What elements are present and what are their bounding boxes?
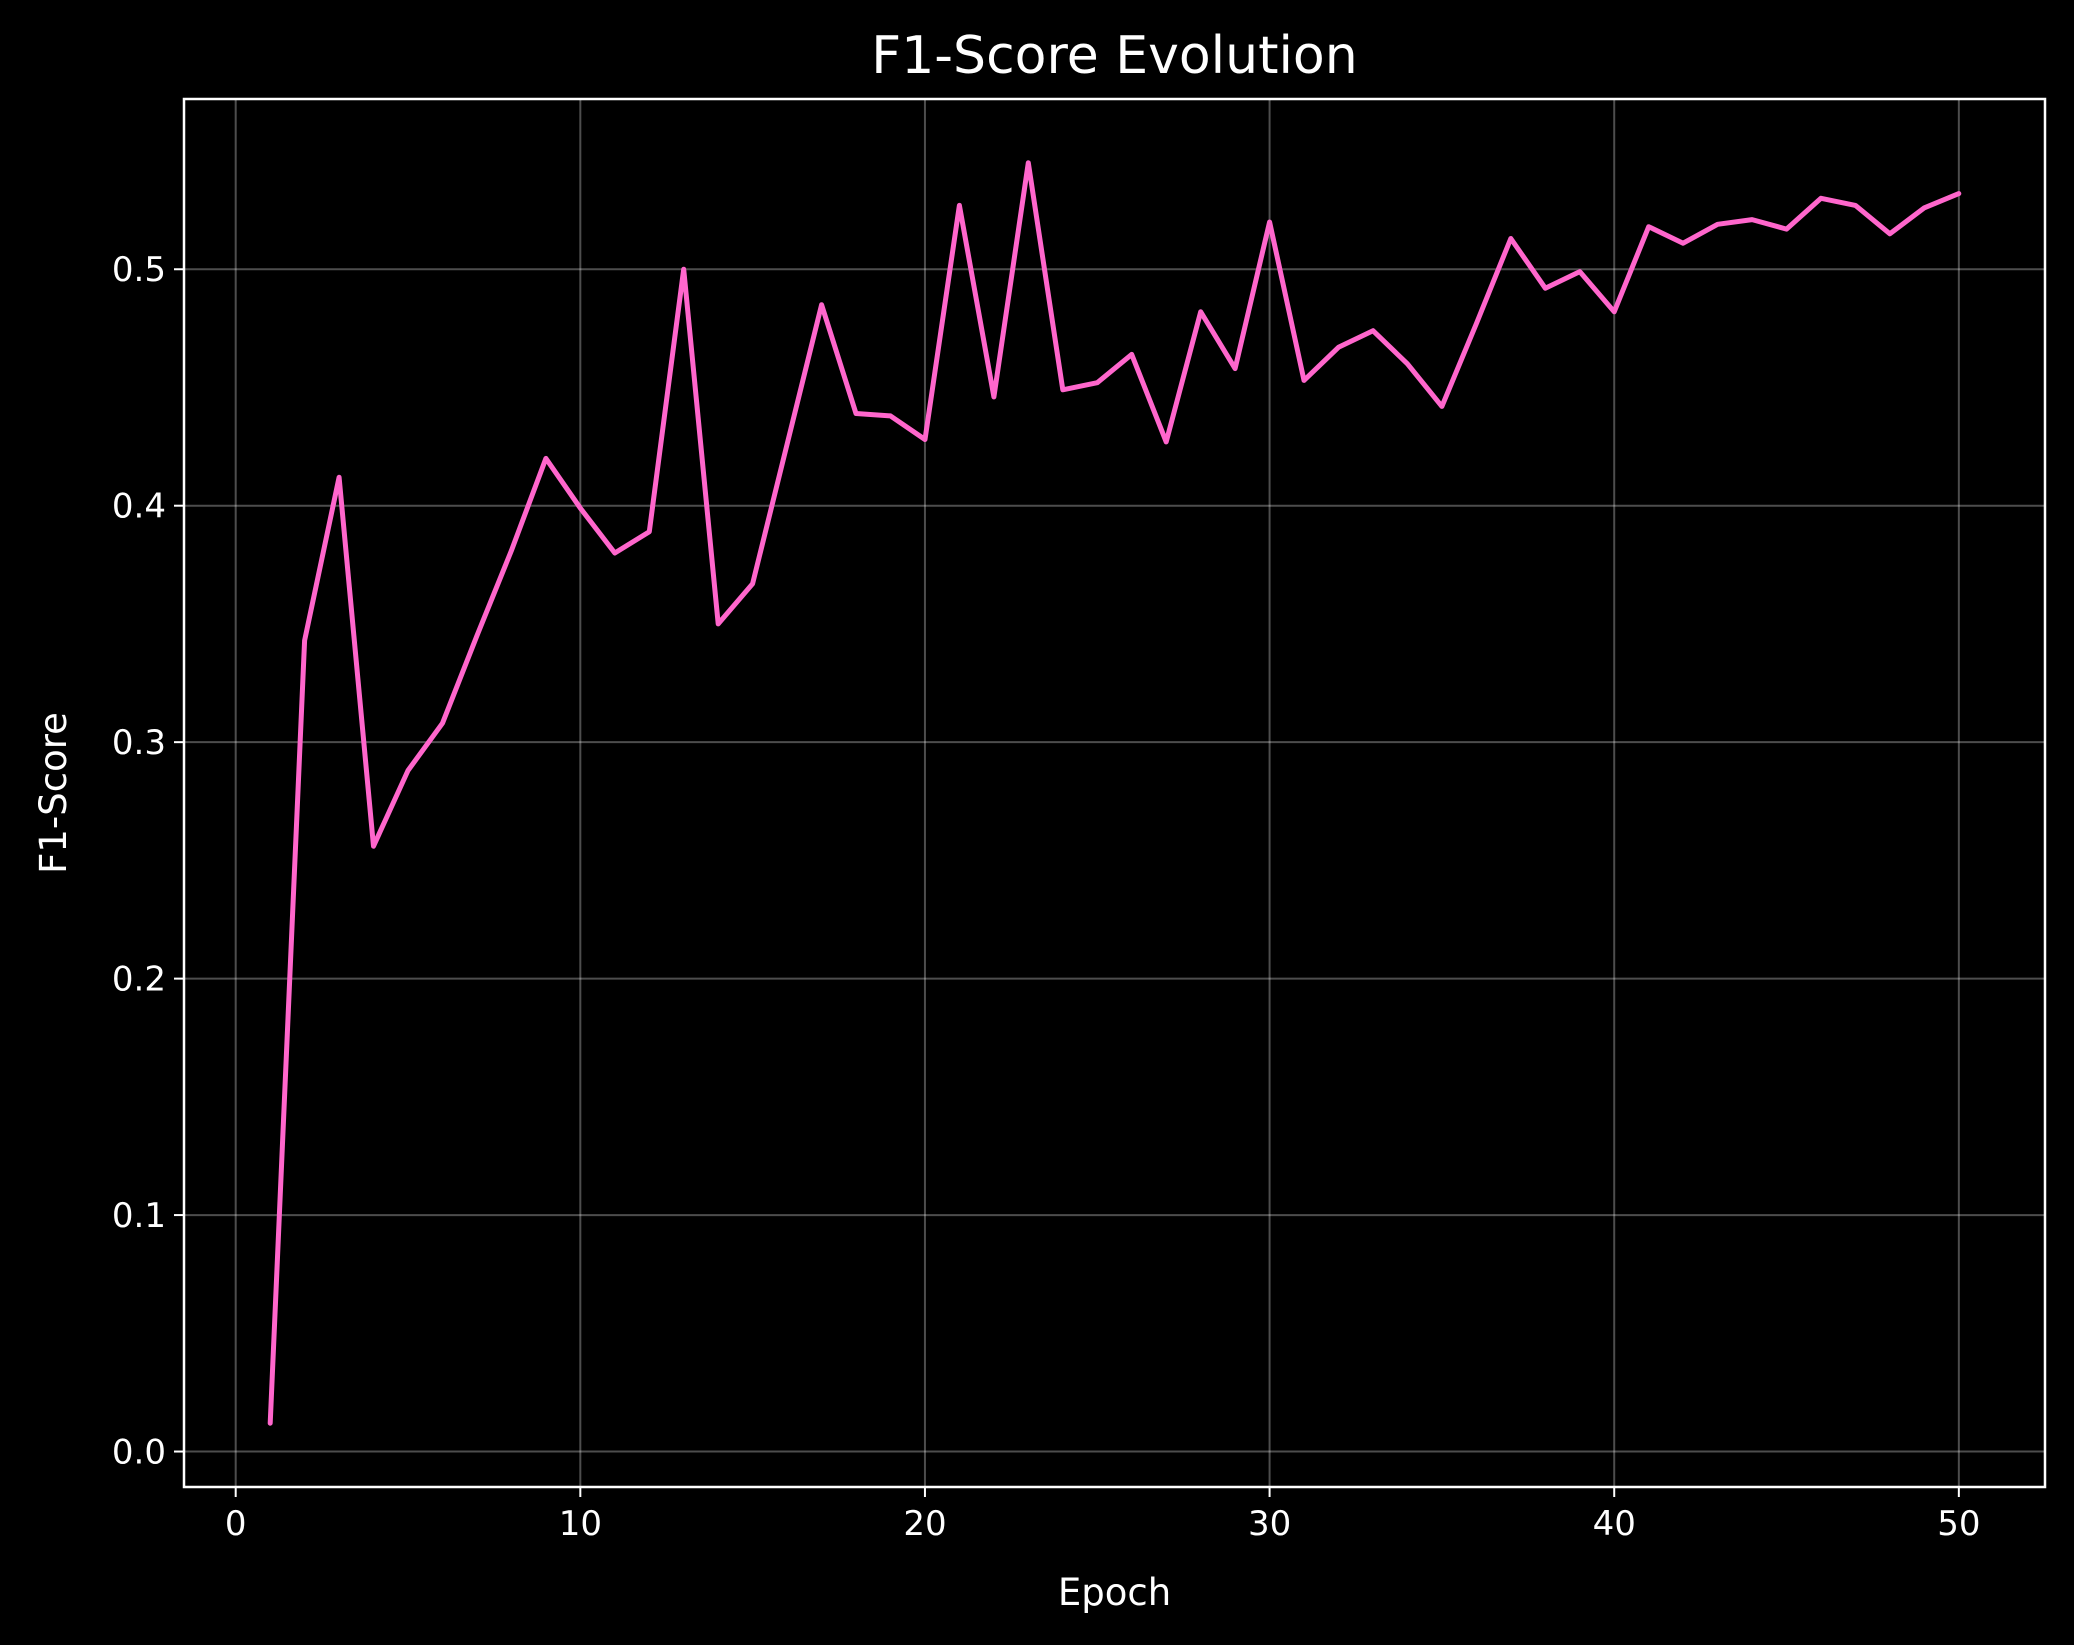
plot-frame: [182, 97, 2047, 1489]
y-tick-label: 0.4: [112, 487, 166, 527]
y-tick-label: 0.5: [112, 250, 166, 290]
x-tick-label: 50: [1937, 1504, 1980, 1544]
x-tick-label: 30: [1248, 1504, 1291, 1544]
y-tick-label: 0.0: [112, 1433, 166, 1473]
y-axis-label: F1-Score: [32, 712, 75, 874]
chart-title: F1-Score Evolution: [871, 26, 1357, 86]
y-tick-label: 0.1: [112, 1196, 166, 1236]
f1-score-line: [267, 160, 1962, 1426]
x-tick-label: 20: [903, 1504, 946, 1544]
y-tick-label: 0.2: [112, 960, 166, 1000]
y-tick-label: 0.3: [112, 723, 166, 763]
grid: [184, 99, 2045, 1487]
x-tick-label: 0: [225, 1504, 247, 1544]
x-axis-label: Epoch: [1058, 1571, 1171, 1614]
x-tick-label: 40: [1593, 1504, 1636, 1544]
x-tick-label: 10: [559, 1504, 602, 1544]
ticks: 0 10 20 30 40 50 0.0 0.1 0.2 0.3 0.4 0.5: [112, 250, 1981, 1544]
series-layer: [267, 160, 1962, 1426]
